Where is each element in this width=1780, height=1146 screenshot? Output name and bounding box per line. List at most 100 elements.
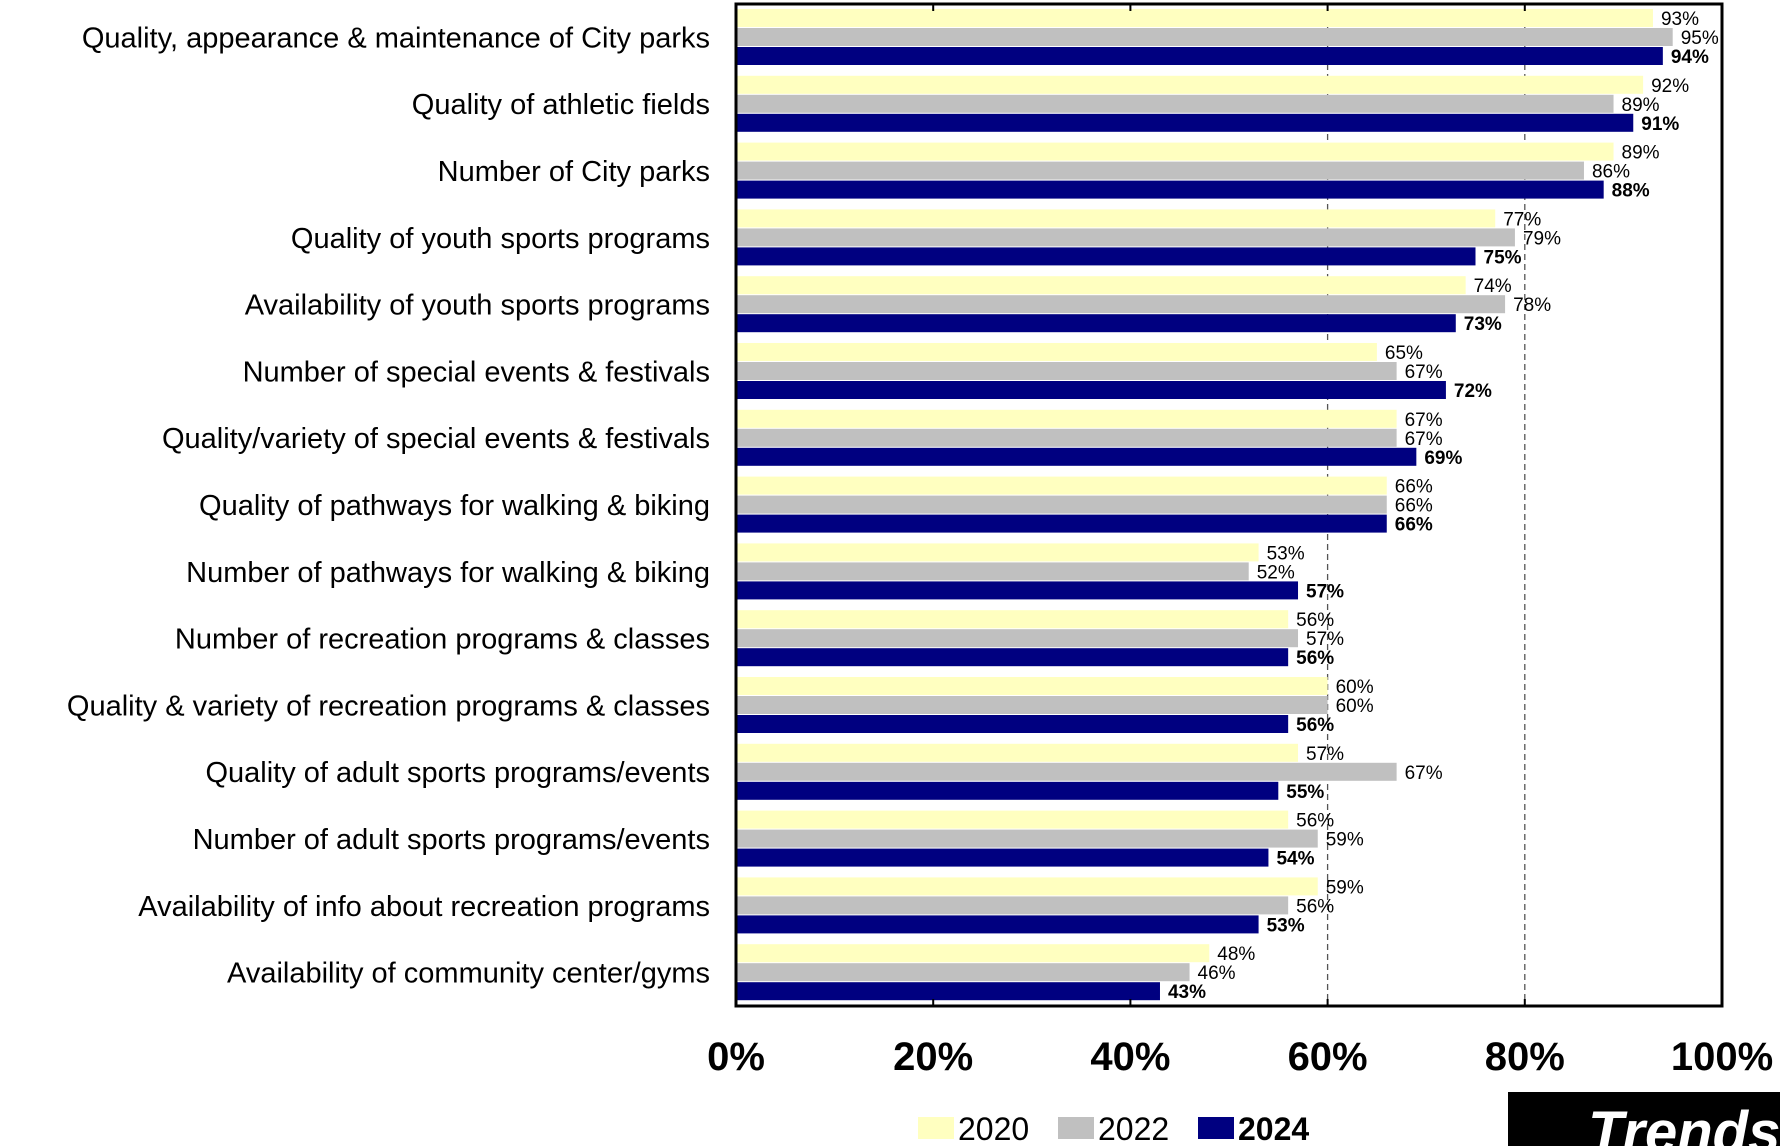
value-label-2024: 75%	[1484, 247, 1522, 268]
value-label-2020: 57%	[1306, 744, 1344, 765]
bar-2020	[736, 677, 1328, 695]
value-label-2020: 67%	[1405, 410, 1443, 431]
bar-2024	[736, 247, 1476, 266]
x-tick-labels-group: 0% 20% 40% 60% 80% 100%	[707, 1035, 1773, 1079]
bar-2024	[736, 381, 1446, 399]
banner: Trends	[1508, 1092, 1780, 1146]
value-label-2022: 59%	[1326, 830, 1364, 851]
bar-2020	[736, 409, 1397, 428]
bar-2020	[736, 476, 1387, 495]
value-label-2020: 53%	[1267, 543, 1305, 564]
value-label-2022: 46%	[1198, 963, 1236, 984]
value-label-2020: 66%	[1395, 477, 1433, 498]
bar-2020	[736, 209, 1496, 228]
legend: 2020 2022 2024	[918, 1111, 1309, 1146]
axis-ticks-group	[932, 4, 1526, 1006]
value-label-2022: 89%	[1622, 95, 1660, 116]
value-label-2024: 54%	[1276, 849, 1314, 870]
legend-label-2020: 2020	[958, 1111, 1029, 1146]
value-label-2022: 66%	[1395, 496, 1433, 517]
value-label-2020: 89%	[1622, 143, 1660, 164]
x-tick-label: 100%	[1671, 1035, 1773, 1079]
bar-2022	[736, 963, 1190, 982]
value-label-2022: 95%	[1681, 28, 1719, 49]
value-label-2022: 52%	[1257, 562, 1295, 583]
category-label: Number of pathways for walking & biking	[186, 557, 710, 589]
bar-2020	[736, 276, 1466, 295]
legend-swatch-2022	[1058, 1117, 1094, 1139]
bar-2022	[736, 362, 1397, 380]
category-labels-group: Quality, appearance & maintenance of Cit…	[67, 22, 710, 989]
bar-2022	[736, 829, 1318, 848]
bar-2022	[736, 428, 1397, 447]
value-label-2024: 57%	[1306, 581, 1344, 602]
value-label-2022: 67%	[1405, 362, 1443, 383]
value-label-2024: 43%	[1168, 982, 1206, 1003]
value-label-2024: 91%	[1641, 114, 1679, 135]
bar-2020	[736, 75, 1644, 94]
category-label: Availability of community center/gyms	[227, 958, 710, 990]
bar-2022	[736, 896, 1289, 915]
bar-2024	[736, 848, 1269, 867]
bar-2024	[736, 781, 1279, 800]
plot-frame	[734, 2, 1724, 1008]
bar-2024	[736, 915, 1259, 934]
bar-2022	[736, 762, 1397, 781]
bar-2024	[736, 715, 1289, 733]
value-label-2022: 67%	[1405, 429, 1443, 450]
x-tick-label: 60%	[1288, 1035, 1368, 1079]
bar-2020	[736, 543, 1259, 562]
bar-2024	[736, 47, 1663, 65]
bar-2020	[736, 9, 1653, 27]
value-label-2020: 92%	[1651, 76, 1689, 97]
bar-2022	[736, 161, 1584, 180]
bar-2020	[736, 610, 1289, 629]
value-labels-group: 93%95%94%92%89%91%89%86%88%77%79%75%74%7…	[1168, 9, 1719, 1003]
value-label-2024: 53%	[1267, 915, 1305, 936]
legend-swatch-2020	[918, 1117, 954, 1139]
category-label: Quality & variety of recreation programs…	[67, 690, 710, 722]
legend-swatch-2024	[1198, 1117, 1234, 1139]
bar-2024	[736, 514, 1387, 533]
value-label-2020: 93%	[1661, 9, 1699, 30]
category-label: Number of special events & festivals	[243, 356, 710, 388]
value-label-2020: 77%	[1503, 209, 1541, 230]
bar-2020	[736, 944, 1210, 963]
bars-group	[736, 9, 1673, 1001]
category-label: Availability of info about recreation pr…	[138, 891, 710, 923]
category-label: Quality of pathways for walking & biking	[199, 490, 710, 522]
value-label-2024: 66%	[1395, 515, 1433, 536]
bar-2020	[736, 142, 1614, 161]
category-label: Number of City parks	[438, 156, 710, 188]
category-label: Number of recreation programs & classes	[175, 624, 710, 656]
bar-2022	[736, 94, 1614, 113]
category-label: Quality of youth sports programs	[291, 223, 710, 255]
value-label-2020: 74%	[1474, 276, 1512, 297]
value-label-2022: 56%	[1296, 896, 1334, 917]
value-label-2022: 60%	[1336, 696, 1374, 717]
bar-2024	[736, 982, 1160, 1001]
x-tick-label: 0%	[707, 1035, 765, 1079]
value-label-2020: 56%	[1296, 610, 1334, 631]
bar-2022	[736, 562, 1249, 581]
bar-2024	[736, 180, 1604, 199]
bar-2022	[736, 295, 1506, 314]
value-label-2024: 56%	[1296, 648, 1334, 669]
legend-label-2024: 2024	[1238, 1111, 1309, 1146]
banner-box	[1508, 1092, 1780, 1146]
value-label-2020: 56%	[1296, 811, 1334, 832]
value-label-2024: 69%	[1424, 448, 1462, 469]
bar-2022	[736, 495, 1387, 514]
value-label-2024: 88%	[1612, 181, 1650, 202]
bar-2022	[736, 28, 1673, 46]
x-tick-label: 80%	[1485, 1035, 1565, 1079]
x-tick-label: 20%	[893, 1035, 973, 1079]
value-label-2020: 65%	[1385, 343, 1423, 364]
value-label-2020: 59%	[1326, 877, 1364, 898]
value-label-2022: 86%	[1592, 162, 1630, 183]
x-tick-label: 40%	[1090, 1035, 1170, 1079]
value-label-2022: 67%	[1405, 763, 1443, 784]
bar-2024	[736, 648, 1289, 667]
value-label-2020: 48%	[1217, 944, 1255, 965]
